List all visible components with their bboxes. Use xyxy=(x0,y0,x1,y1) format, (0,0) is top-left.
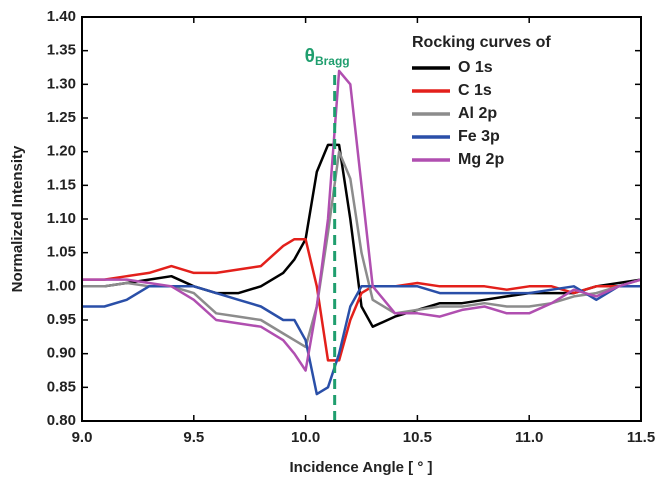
y-tick-label: 0.90 xyxy=(47,345,76,362)
y-axis-label: Normalized Intensity xyxy=(9,145,26,292)
x-tick-label: 9.5 xyxy=(183,429,204,446)
y-tick-label: 1.40 xyxy=(47,8,76,25)
bragg-subscript: Bragg xyxy=(315,54,350,68)
plot-frame xyxy=(81,16,642,422)
y-tick-label: 1.10 xyxy=(47,210,76,227)
legend-title: Rocking curves of xyxy=(412,34,551,51)
y-tick-label: 1.05 xyxy=(47,244,76,261)
y-tick-label: 1.00 xyxy=(47,277,76,294)
x-axis-label: Incidence Angle [ ° ] xyxy=(290,459,433,476)
x-tick-label: 9.0 xyxy=(72,429,93,446)
y-tick-label: 1.30 xyxy=(47,75,76,92)
legend-label: Mg 2p xyxy=(458,151,504,168)
y-tick-label: 1.35 xyxy=(47,42,76,59)
series-line xyxy=(82,150,642,349)
series-line xyxy=(82,237,641,362)
x-tick-label: 10.0 xyxy=(291,429,320,446)
legend-label: Al 2p xyxy=(458,105,497,122)
y-tick-label: 0.95 xyxy=(47,311,76,328)
x-tick-label: 11.0 xyxy=(515,429,543,446)
legend-label: C 1s xyxy=(458,82,492,99)
y-tick-label: 0.80 xyxy=(47,412,76,429)
bragg-label: θBragg xyxy=(305,46,350,68)
x-tick-label: 11.5 xyxy=(627,429,655,446)
y-tick-label: 1.25 xyxy=(47,109,76,126)
y-tick-label: 1.15 xyxy=(47,176,76,193)
y-tick-label: 1.20 xyxy=(47,143,76,160)
series-line xyxy=(82,285,641,396)
x-tick-label: 10.5 xyxy=(403,429,432,446)
bragg-symbol: θ xyxy=(305,46,315,67)
legend-label: Fe 3p xyxy=(458,128,500,145)
series-line xyxy=(82,69,642,372)
legend-label: O 1s xyxy=(458,59,493,76)
y-tick-label: 0.85 xyxy=(47,378,76,395)
